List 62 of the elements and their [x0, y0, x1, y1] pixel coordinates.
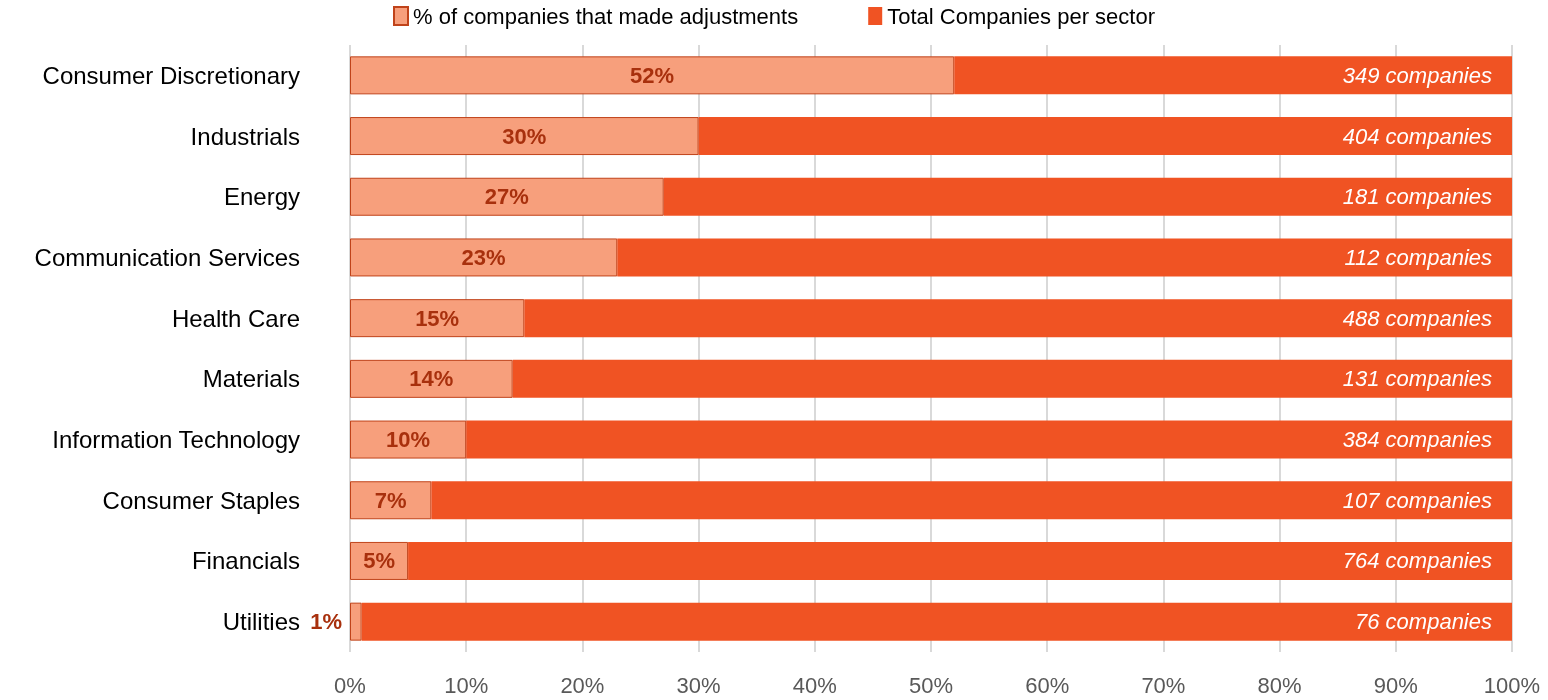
x-tick-label: 0% — [334, 672, 366, 698]
y-tick-label: Industrials — [190, 122, 300, 150]
annotation: 488 companies — [1342, 305, 1492, 331]
bar — [524, 299, 1512, 338]
annotation: 112 companies — [1344, 244, 1492, 270]
bar — [663, 177, 1512, 216]
x-tick-label: 60% — [1025, 672, 1070, 698]
annotation: 76 companies — [1355, 609, 1492, 635]
data-label: 23% — [461, 244, 506, 270]
bar — [350, 359, 513, 398]
bar — [350, 299, 525, 338]
x-tick-label: 20% — [560, 672, 605, 698]
x-tick-label: 80% — [1257, 672, 1302, 698]
annotation: 349 companies — [1342, 62, 1492, 88]
data-label: 15% — [415, 305, 460, 331]
bar — [698, 117, 1512, 156]
bar — [361, 602, 1512, 641]
data-label: 14% — [409, 366, 454, 392]
data-label: 52% — [630, 62, 675, 88]
x-tick-label: 90% — [1373, 672, 1418, 698]
bar — [350, 238, 618, 277]
bar — [617, 238, 1512, 277]
bar — [512, 359, 1512, 398]
bar — [408, 541, 1512, 580]
annotation: 384 companies — [1342, 427, 1492, 453]
x-tick-label: 100% — [1483, 672, 1541, 698]
y-tick-label: Energy — [223, 183, 300, 211]
bar — [466, 420, 1512, 459]
x-tick-label: 10% — [444, 672, 489, 698]
data-label: 27% — [484, 184, 529, 210]
legend-label: Total Companies per sector — [887, 3, 1155, 29]
x-tick-label: 40% — [792, 672, 837, 698]
y-tick-label: Utilities — [222, 608, 300, 636]
y-tick-label: Health Care — [171, 304, 300, 332]
bar — [954, 56, 1512, 95]
annotation: 764 companies — [1342, 548, 1492, 574]
y-tick-label: Consumer Staples — [102, 486, 300, 514]
data-label: 10% — [386, 427, 431, 453]
annotation: 131 companies — [1342, 366, 1492, 392]
y-tick-label: Information Technology — [52, 426, 300, 454]
legend-label: % of companies that made adjustments — [413, 3, 799, 29]
bar — [350, 602, 362, 641]
x-tick-label: 70% — [1141, 672, 1186, 698]
annotation: 181 companies — [1342, 184, 1492, 210]
annotation: 404 companies — [1342, 123, 1492, 149]
y-tick-label: Consumer Discretionary — [42, 61, 300, 89]
y-tick-label: Financials — [191, 547, 300, 575]
bar — [350, 117, 699, 156]
x-tick-label: 30% — [676, 672, 721, 698]
bar — [350, 177, 664, 216]
bar — [350, 420, 467, 459]
y-tick-label: Materials — [202, 365, 300, 393]
bar — [350, 56, 955, 95]
data-label: 7% — [374, 487, 407, 513]
y-tick-label: Communication Services — [34, 243, 300, 271]
bar — [431, 481, 1512, 520]
annotation: 107 companies — [1342, 487, 1492, 513]
data-label: 30% — [502, 123, 547, 149]
x-tick-label: 50% — [908, 672, 954, 698]
data-label: 1% — [310, 609, 342, 635]
bar — [350, 481, 432, 520]
data-label: 5% — [363, 548, 395, 574]
